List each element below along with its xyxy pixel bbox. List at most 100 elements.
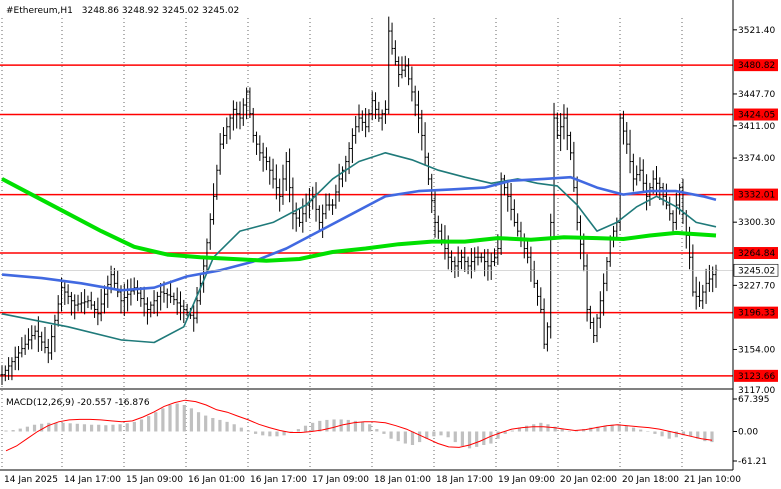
macd-histogram-bar [175,403,179,432]
macd-histogram-bar [82,424,87,432]
macd-label: MACD(12,26,9) -20.557 -16.876 [6,398,150,408]
x-tick-label: 14 Jan 17:00 [64,475,121,485]
macd-histogram-bar [325,419,329,432]
macd-histogram-bar [524,425,529,432]
macd-histogram-bar [318,420,322,432]
y-tick-label: 3411.00 [738,122,775,132]
macd-histogram-bar [218,419,222,432]
macd-histogram-bar [517,427,522,432]
macd-histogram-bar [603,425,607,432]
macd-histogram-bar [204,415,208,432]
macd-histogram-bar [496,431,500,439]
x-tick-label: 20 Jan 18:00 [622,475,679,485]
macd-histogram-bar [11,430,15,432]
macd-histogram-bar [353,420,358,432]
macd-histogram-bar [482,431,486,445]
macd-tick-label: 67.395 [738,395,770,405]
macd-histogram-bar [268,431,272,437]
macd-histogram-bar [689,431,693,437]
macd-histogram-bar [589,427,593,432]
macd-histogram-bar [25,426,29,432]
macd-histogram-bar [375,429,379,432]
macd-histogram-bar [396,431,400,442]
macd-histogram-bar [311,422,315,432]
level-label: 3196.33 [738,309,775,319]
macd-histogram-bar [560,429,564,432]
macd-tick-label: 0.00 [738,427,758,437]
macd-histogram-bar [639,429,643,432]
macd-histogram-bar [360,421,365,432]
macd-histogram-bar [475,431,479,447]
macd-histogram-bar [681,431,686,436]
macd-histogram-bar [296,429,300,432]
x-tick-label: 15 Jan 09:00 [126,475,183,485]
macd-histogram-bar [346,419,350,432]
level-label-box [734,59,778,72]
y-tick-label: 3154.00 [738,345,775,355]
macd-histogram-bar [617,424,621,432]
current-price-label: 3245.02 [738,266,775,276]
macd-histogram-bar [139,419,144,432]
macd-histogram-bar [282,431,286,436]
moving-average-line [1,175,717,292]
macd-histogram-bar [261,431,265,436]
level-label-box [734,108,778,121]
macd-histogram-bar [596,426,600,432]
y-tick-label: 3447.70 [738,90,775,100]
macd-histogram-bar [196,412,201,432]
level-label: 3424.05 [738,111,775,121]
macd-histogram-bar [54,422,58,432]
x-tick-label: 18 Jan 01:00 [374,475,431,485]
level-label-box [734,188,778,201]
macd-histogram-bar [674,431,678,438]
chart-ohlc: 3248.86 3248.92 3245.02 3245.02 [82,6,239,16]
level-label: 3123.66 [738,372,775,382]
macd-histogram-bar [510,430,514,432]
macd-histogram-bar [660,431,664,437]
macd-histogram-bar [239,427,243,432]
chart-header: #Ethereum,H1 3248.86 3248.92 3245.02 324… [6,6,239,16]
macd-histogram-bar [68,423,72,432]
current-price-box [733,263,779,277]
macd-histogram-bar [125,423,129,432]
chart-symbol: #Ethereum,H1 [6,6,73,16]
macd-histogram-bar [410,431,415,445]
macd-histogram-bar [582,429,586,432]
macd-histogram-bar [32,424,37,432]
macd-histogram-bar [147,416,151,432]
macd-histogram-bar [225,421,229,432]
macd-histogram-bar [47,422,51,432]
level-label: 3332.01 [738,191,775,201]
level-label-box [734,369,778,382]
macd-histogram-bar [168,404,172,432]
x-tick-label: 14 Jan 2025 [4,475,58,485]
macd-histogram-bar [546,424,550,432]
macd-histogram-bar [439,431,443,436]
macd-histogram-bar [18,428,22,432]
x-tick-label: 16 Jan 01:00 [188,475,245,485]
x-tick-label: 17 Jan 09:00 [312,475,369,485]
macd-histogram-bar [418,431,422,443]
macd-histogram-bar [118,424,122,432]
x-tick-label: 16 Jan 17:00 [250,475,307,485]
x-tick-label: 20 Jan 02:00 [560,475,617,485]
y-tick-label: 3300.30 [738,218,775,228]
macd-tick-label: -61.21 [738,457,767,467]
y-tick-label: 3227.70 [738,281,775,291]
y-tick-label: 3117.00 [738,386,775,396]
macd-histogram-bar [503,431,507,434]
macd-histogram-bar [631,427,636,432]
macd-histogram-bar [40,423,44,432]
macd-histogram-bar [246,430,251,432]
macd-histogram-bar [574,430,579,432]
macd-histogram-bar [368,424,372,432]
level-label: 3264.84 [738,249,775,259]
macd-histogram-bar [446,431,450,438]
macd-histogram-bar [75,423,79,432]
macd-histogram-bar [161,408,165,432]
x-tick-label: 21 Jan 10:00 [684,475,741,485]
level-label-box [734,306,778,319]
macd-histogram-bar [303,425,308,432]
